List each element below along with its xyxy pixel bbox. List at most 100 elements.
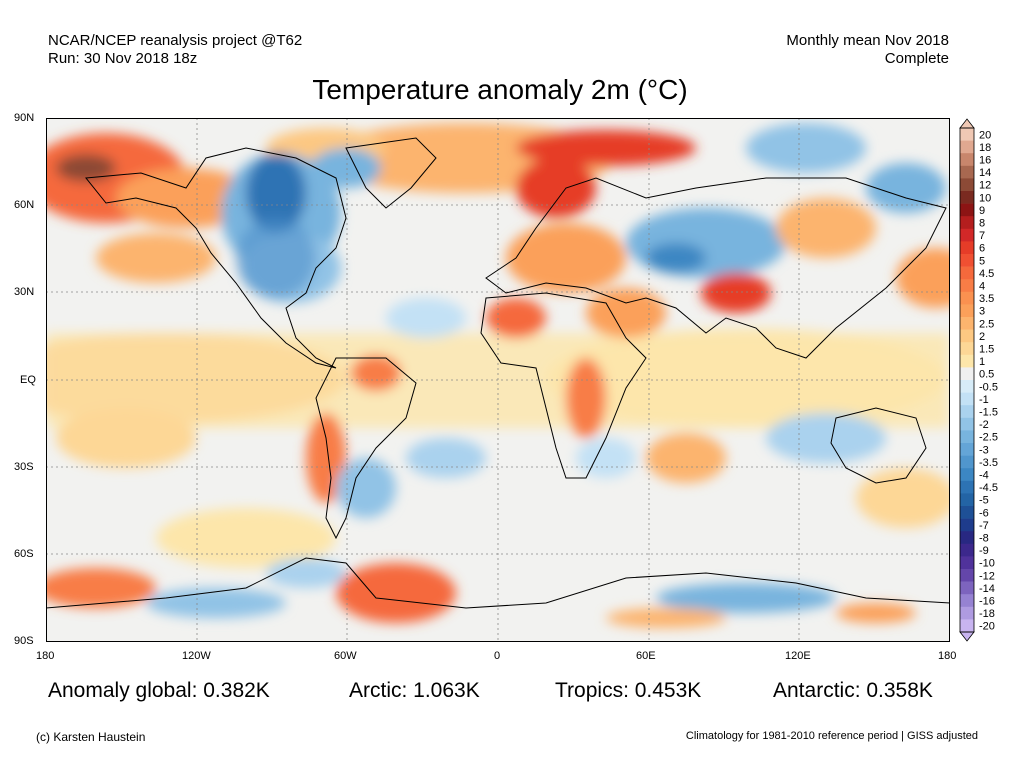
colorbar-label: -3 — [979, 444, 989, 456]
colorbar-label: -12 — [979, 570, 995, 582]
colorbar-label: 4.5 — [979, 268, 994, 280]
colorbar-label: -20 — [979, 621, 995, 633]
anomaly-map — [46, 118, 950, 642]
colorbar-label: 0.5 — [979, 369, 994, 381]
colorbar-label: -18 — [979, 608, 995, 620]
lat-label-30n: 30N — [14, 286, 35, 298]
colorbar-label: 3.5 — [979, 293, 994, 305]
colorbar-swatch — [960, 506, 974, 519]
colorbar-label: -2.5 — [979, 432, 998, 444]
colorbar-top-arrow — [959, 118, 975, 129]
colorbar-swatch — [960, 191, 974, 204]
climatology-note: Climatology for 1981-2010 reference peri… — [685, 730, 978, 742]
lon-label-120w: 120W — [182, 650, 211, 662]
colorbar-swatch — [960, 480, 974, 494]
lon-label-60e: 60E — [636, 650, 656, 662]
source-line-1: NCAR/NCEP reanalysis project @T62 — [48, 32, 303, 49]
run-line: Run: 30 Nov 2018 18z — [48, 50, 198, 67]
colorbar-swatch — [960, 543, 974, 557]
colorbar-label: -5 — [979, 495, 989, 507]
credit-text: (c) Karsten Haustein — [36, 730, 146, 744]
colorbar-label: -1.5 — [979, 407, 998, 419]
colorbar-swatch — [960, 380, 974, 393]
colorbar-label: 8 — [979, 218, 985, 230]
colorbar-swatch — [960, 367, 974, 381]
graticule — [46, 118, 950, 642]
colorbar-swatch — [960, 228, 974, 242]
colorbar-swatch — [960, 556, 974, 570]
lat-label-90n: 90N — [14, 112, 35, 124]
lat-label-60n: 60N — [14, 199, 35, 211]
colorbar-label: 9 — [979, 205, 985, 217]
colorbar-label: 2 — [979, 331, 985, 343]
colorbar-label: 4 — [979, 281, 985, 293]
colorbar-swatch — [960, 430, 974, 444]
colorbar-swatch — [960, 165, 974, 179]
colorbar-swatch — [960, 493, 974, 507]
lon-label-180e: 180 — [938, 650, 957, 662]
colorbar-swatch — [960, 203, 974, 217]
colorbar-swatch — [960, 468, 974, 482]
lat-label-30s: 30S — [14, 461, 34, 473]
colorbar-label: 14 — [979, 167, 991, 179]
stat-arctic: Arctic: 1.063K — [349, 679, 480, 702]
colorbar-swatch — [960, 443, 974, 456]
colorbar: 201816141210987654.543.532.521.510.5-0.5… — [959, 118, 998, 642]
colorbar-swatch — [960, 241, 974, 255]
period-line: Monthly mean Nov 2018 — [786, 32, 949, 49]
colorbar-label: -4.5 — [979, 482, 998, 494]
colorbar-swatch — [960, 153, 974, 167]
lon-label-60w: 60W — [334, 650, 357, 662]
colorbar-label: -9 — [979, 545, 989, 557]
colorbar-swatch — [960, 354, 974, 368]
colorbar-swatch — [960, 266, 974, 280]
colorbar-swatch — [960, 581, 974, 595]
colorbar-swatch — [960, 128, 974, 141]
colorbar-label: -10 — [979, 558, 995, 570]
colorbar-swatch — [960, 291, 974, 305]
colorbar-swatch — [960, 178, 974, 192]
map-title: Temperature anomaly 2m (°C) — [312, 74, 688, 105]
colorbar-label: 2.5 — [979, 318, 994, 330]
colorbar-swatch — [960, 518, 974, 532]
colorbar-label: 1.5 — [979, 344, 994, 356]
lat-label-90s: 90S — [14, 635, 34, 647]
colorbar-label: 10 — [979, 192, 991, 204]
coastlines — [46, 137, 950, 609]
colorbar-swatch — [960, 317, 974, 330]
colorbar-label: -6 — [979, 507, 989, 519]
colorbar-swatch — [960, 140, 974, 154]
colorbar-swatch — [960, 455, 974, 469]
colorbar-swatch — [960, 342, 974, 356]
colorbar-label: -2 — [979, 419, 989, 431]
colorbar-label: -7 — [979, 520, 989, 532]
stat-tropics: Tropics: 0.453K — [555, 679, 702, 702]
colorbar-label: -16 — [979, 596, 995, 608]
colorbar-label: 3 — [979, 306, 985, 318]
colorbar-label: -14 — [979, 583, 995, 595]
lat-label-60s: 60S — [14, 548, 34, 560]
lat-label-eq: EQ — [20, 374, 36, 386]
colorbar-label: -0.5 — [979, 381, 998, 393]
colorbar-swatch — [960, 304, 974, 318]
colorbar-swatch — [960, 594, 974, 608]
colorbar-frame — [959, 127, 975, 633]
stat-antarctic: Antarctic: 0.358K — [773, 679, 933, 702]
colorbar-swatch — [960, 569, 974, 582]
colorbar-swatch — [960, 606, 974, 620]
colorbar-swatch — [960, 216, 974, 230]
colorbar-label: 7 — [979, 230, 985, 242]
colorbar-swatch — [960, 329, 974, 343]
lon-label-0: 0 — [494, 650, 501, 662]
stat-global: Anomaly global: 0.382K — [48, 679, 270, 702]
map-frame — [46, 118, 950, 642]
colorbar-label: 20 — [979, 129, 991, 141]
colorbar-label: -8 — [979, 533, 989, 545]
colorbar-label: 16 — [979, 155, 991, 167]
colorbar-label: 1 — [979, 356, 985, 368]
colorbar-label: 18 — [979, 142, 991, 154]
colorbar-label: -4 — [979, 470, 989, 482]
colorbar-label: 5 — [979, 255, 985, 267]
colorbar-swatch — [960, 531, 974, 545]
colorbar-swatch — [960, 619, 974, 633]
